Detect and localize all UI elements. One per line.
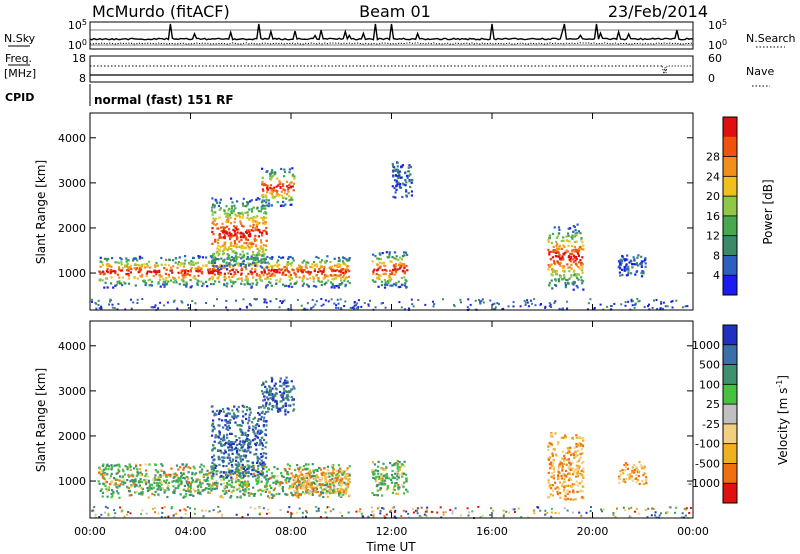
nsky-panel: 105 100 105 100 bbox=[68, 18, 727, 52]
colorbar-swatch bbox=[723, 255, 737, 276]
power-heatmap-data bbox=[90, 161, 689, 312]
velocity-colorbar-label: Velocity [m s-1] bbox=[775, 375, 790, 465]
x-tick-label: 08:00 bbox=[275, 525, 307, 538]
velocity-colorbar: 1000 500 100 25 -25 -100 -500 -1000 Velocity [m… bbox=[688, 324, 790, 504]
velocity-x-ticks: 00:00 04:00 08:00 12:00 16:00 20:00 00:00 bbox=[74, 321, 709, 538]
colorbar-swatch bbox=[723, 423, 737, 445]
colorbar-tick-label: -25 bbox=[702, 418, 720, 431]
nsearch-hi-tick: 105 bbox=[708, 18, 727, 32]
x-tick-label: 16:00 bbox=[476, 525, 508, 538]
y-tick-label: 2000 bbox=[58, 430, 86, 443]
colorbar-tick-label: 500 bbox=[699, 359, 720, 372]
colorbar-tick-label: 20 bbox=[706, 190, 720, 203]
colorbar-swatch bbox=[723, 215, 737, 237]
velocity-ylabel: Slant Range [km] bbox=[34, 368, 48, 472]
station-title: McMurdo (fitACF) bbox=[92, 2, 230, 21]
velocity-y-ticks: 1000 2000 3000 4000 bbox=[58, 340, 693, 488]
cpid-label: CPID bbox=[5, 91, 34, 104]
colorbar-swatch bbox=[723, 364, 737, 385]
colorbar-tick-label: 12 bbox=[706, 230, 720, 243]
colorbar-tick-label: -500 bbox=[695, 457, 720, 470]
beam-title: Beam 01 bbox=[359, 2, 431, 21]
velocity-panel: 1000 2000 3000 4000 00:00 04:00 08:00 12:00 16:… bbox=[34, 320, 709, 554]
nsearch-label: N.Search bbox=[746, 32, 796, 45]
freq-unit: [MHz] bbox=[4, 67, 36, 80]
date-title: 23/Feb/2014 bbox=[608, 2, 708, 21]
nsearch-lo-tick: 100 bbox=[708, 38, 727, 52]
colorbar-tick-label: 28 bbox=[706, 151, 720, 164]
x-tick-label: 12:00 bbox=[376, 525, 408, 538]
colorbar-tick-label: 4 bbox=[713, 269, 720, 282]
colorbar-tick-label: 8 bbox=[713, 249, 720, 262]
colorbar-swatch bbox=[723, 275, 737, 296]
colorbar-tick-label: 24 bbox=[706, 170, 720, 183]
y-tick-label: 2000 bbox=[58, 222, 86, 235]
nave-label: Nave bbox=[746, 65, 774, 78]
y-tick-label: 3000 bbox=[58, 177, 86, 190]
nsky-lo-tick: 100 bbox=[68, 38, 87, 52]
colorbar-swatch bbox=[723, 463, 737, 484]
x-tick-label: 00:00 bbox=[74, 525, 106, 538]
colorbar-tick-label: 1000 bbox=[692, 339, 720, 352]
power-x-ticks bbox=[89, 113, 694, 310]
y-tick-label: 3000 bbox=[58, 385, 86, 398]
colorbar-swatch bbox=[723, 176, 737, 197]
power-colorbar-label: Power [dB] bbox=[761, 179, 775, 244]
colorbar-swatch bbox=[723, 443, 737, 464]
colorbar-swatch bbox=[723, 117, 737, 138]
freq-label: Freq. bbox=[5, 52, 32, 65]
colorbar-tick-label: 16 bbox=[706, 210, 720, 223]
colorbar-swatch bbox=[723, 344, 737, 365]
nave-hi-tick: 60 bbox=[708, 52, 722, 65]
freq-hi-tick: 18 bbox=[72, 52, 86, 65]
power-y-ticks: 1000 2000 3000 4000 bbox=[58, 132, 693, 280]
velocity-frame bbox=[89, 320, 694, 519]
x-tick-label: 20:00 bbox=[577, 525, 609, 538]
nsky-label: N.Sky bbox=[4, 32, 36, 45]
colorbar-swatch bbox=[723, 404, 737, 425]
y-tick-label: 4000 bbox=[58, 340, 86, 353]
y-tick-label: 1000 bbox=[58, 475, 86, 488]
colorbar-swatch bbox=[723, 325, 737, 346]
colorbar-tick-label: 25 bbox=[706, 398, 720, 411]
x-tick-label: 00:00 bbox=[677, 525, 709, 538]
colorbar-swatch bbox=[723, 156, 737, 177]
colorbar-tick-label: 100 bbox=[699, 378, 720, 391]
nsearch-trace bbox=[90, 42, 694, 45]
colorbar-swatch bbox=[723, 384, 737, 405]
y-tick-label: 4000 bbox=[58, 132, 86, 145]
x-tick-label: 04:00 bbox=[175, 525, 207, 538]
freq-panel: 18 8 60 0 bbox=[72, 52, 722, 85]
colorbar-tick-label: -1000 bbox=[688, 477, 720, 490]
power-colorbar: 4 8 12 16 20 24 28 Power [dB] bbox=[706, 116, 775, 296]
colorbar-tick-label: -100 bbox=[695, 438, 720, 451]
y-tick-label: 1000 bbox=[58, 267, 86, 280]
colorbar-swatch bbox=[723, 483, 737, 504]
nave-lo-tick: 0 bbox=[708, 72, 715, 85]
nsky-trace bbox=[89, 23, 694, 41]
nsky-hi-tick: 105 bbox=[68, 18, 87, 32]
freq-lo-tick: 8 bbox=[79, 72, 86, 85]
cpid-text: normal (fast) 151 RF bbox=[94, 93, 234, 107]
power-ylabel: Slant Range [km] bbox=[34, 160, 48, 264]
colorbar-swatch bbox=[723, 235, 737, 256]
colorbar-swatch bbox=[723, 136, 737, 157]
x-axis-label: Time UT bbox=[365, 540, 416, 554]
colorbar-swatch bbox=[723, 196, 737, 217]
power-panel: 1000 2000 3000 4000 Slant Range [km] bbox=[34, 112, 694, 312]
velocity-heatmap-data bbox=[90, 376, 692, 519]
